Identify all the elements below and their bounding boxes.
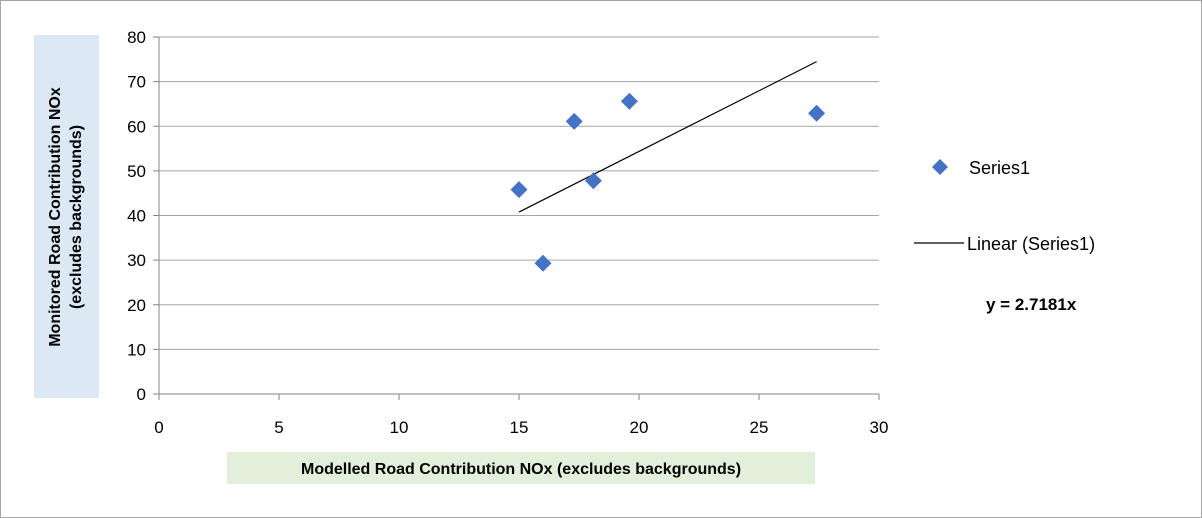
- x-axis-title: Modelled Road Contribution NOx (excludes…: [227, 452, 815, 484]
- y-tick-label: 20: [127, 296, 146, 315]
- data-point: [510, 181, 528, 199]
- trendline-layer: [518, 61, 817, 213]
- y-tick-label: 10: [127, 340, 146, 359]
- y-tick-label: 50: [127, 162, 146, 181]
- y-tick-label: 30: [127, 251, 146, 270]
- y-axis-title: Monitored Road Contribution NOx (exclude…: [34, 35, 99, 398]
- legend-diamond-marker: [932, 159, 948, 175]
- x-tick-label: 30: [870, 418, 889, 437]
- y-tick-label: 40: [127, 207, 146, 226]
- data-point: [584, 172, 602, 190]
- x-tick-label: 0: [154, 418, 163, 437]
- x-tick-label: 15: [510, 418, 529, 437]
- x-tick-label: 5: [274, 418, 283, 437]
- data-point: [620, 92, 638, 110]
- x-tick-label: 25: [750, 418, 769, 437]
- y-axis-title-line2: (excludes backgrounds): [68, 125, 85, 309]
- tick-labels: 0 10 20 30 40 50 60 70 80 0 5 10 15 20 25 30: [127, 28, 888, 437]
- legend-series-label: Series1: [969, 158, 1030, 178]
- trendline: [518, 61, 817, 213]
- legend-trendline-label: Linear (Series1): [967, 234, 1095, 254]
- x-axis-title-text: Modelled Road Contribution NOx (excludes…: [301, 461, 741, 478]
- legend: Series1 Linear (Series1) y = 2.7181x: [914, 158, 1095, 314]
- y-tick-label: 80: [127, 28, 146, 47]
- data-point: [565, 112, 583, 130]
- y-tick-label: 0: [137, 385, 146, 404]
- y-tick-label: 60: [127, 117, 146, 136]
- y-axis-title-background: [34, 35, 99, 398]
- trendline-equation: y = 2.7181x: [986, 295, 1077, 314]
- data-points: [510, 92, 826, 272]
- x-axis-title-background: [227, 452, 815, 484]
- y-tick-label: 70: [127, 73, 146, 92]
- gridlines: [159, 36, 879, 350]
- axes: [153, 36, 880, 400]
- x-tick-label: 10: [390, 418, 409, 437]
- data-point: [534, 254, 552, 272]
- data-point: [808, 104, 826, 122]
- y-axis-title-line1: Monitored Road Contribution NOx: [47, 87, 64, 347]
- x-tick-label: 20: [630, 418, 649, 437]
